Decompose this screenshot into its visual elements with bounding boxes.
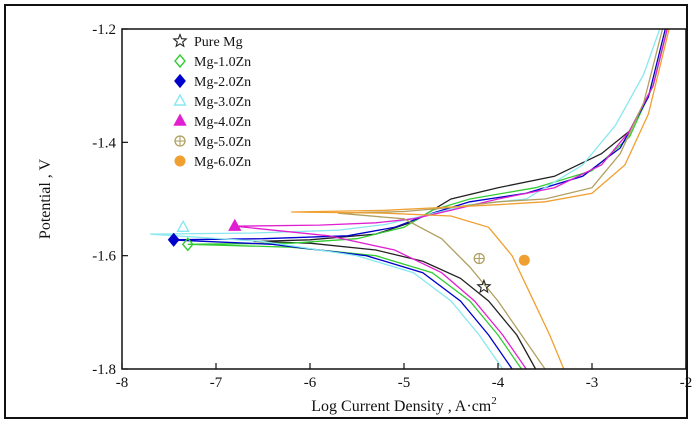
- axis-ticks: -8 -7 -6 -5 -4 -3 -2 -1.2 -1.4 -1.6 -1.8: [92, 22, 692, 391]
- series-line-3: [168, 28, 666, 370]
- y-tick-label: -1.4: [92, 135, 116, 151]
- y-tick-label: -1.2: [92, 22, 116, 38]
- legend-symbol-7: [174, 155, 186, 167]
- series-marker-5: [228, 218, 242, 231]
- series-marker-3: [167, 232, 180, 247]
- x-axis-title: Log Current Density , A·cm2: [311, 395, 496, 415]
- legend-label-1: Pure Mg: [194, 35, 243, 50]
- legend-label-3: Mg-2.0Zn: [194, 75, 251, 90]
- x-tick-label: -5: [398, 375, 411, 391]
- series-line-7: [291, 28, 670, 370]
- series-line-5: [234, 28, 668, 370]
- legend: Pure Mg Mg-1.0Zn Mg-2.0Zn Mg-3.0Zn Mg-4.0Zn M…: [172, 32, 251, 170]
- y-tick-label: -1.6: [92, 249, 116, 265]
- x-tick-label: -2: [680, 375, 693, 391]
- x-axis-title-main: Log Current Density , A·cm: [311, 398, 492, 415]
- legend-symbol-4: [173, 93, 187, 106]
- series-marker-7: [518, 254, 530, 266]
- series-line-1: [253, 28, 668, 370]
- curves-layer: [150, 28, 670, 370]
- series-marker-4: [176, 219, 190, 233]
- legend-symbol-2: [174, 53, 186, 69]
- legend-label-5: Mg-4.0Zn: [194, 115, 251, 130]
- y-axis-title: Potential , V: [37, 158, 54, 239]
- x-tick-label: -6: [304, 375, 317, 391]
- legend-symbol-5: [173, 113, 187, 126]
- x-tick-label: -4: [492, 375, 505, 391]
- y-tick-label: -1.8: [92, 362, 116, 378]
- x-tick-label: -7: [210, 375, 223, 391]
- legend-symbol-1: [172, 32, 188, 48]
- x-tick-label: -8: [116, 375, 129, 391]
- series-line-6: [338, 28, 664, 370]
- legend-label-4: Mg-3.0Zn: [194, 95, 251, 110]
- legend-label-7: Mg-6.0Zn: [194, 155, 251, 170]
- legend-symbol-3: [174, 73, 186, 89]
- legend-symbol-6: [174, 135, 186, 147]
- x-tick-label: -3: [586, 375, 599, 391]
- series-line-2: [187, 28, 668, 370]
- series-marker-6: [473, 252, 485, 265]
- legend-label-2: Mg-1.0Zn: [194, 55, 251, 70]
- series-marker-2: [181, 237, 194, 252]
- x-axis-title-superscript: 2: [491, 395, 497, 407]
- markers-layer: [167, 218, 530, 294]
- series-line-4: [150, 28, 661, 370]
- legend-label-6: Mg-5.0Zn: [194, 135, 251, 150]
- series-marker-1: [476, 278, 492, 294]
